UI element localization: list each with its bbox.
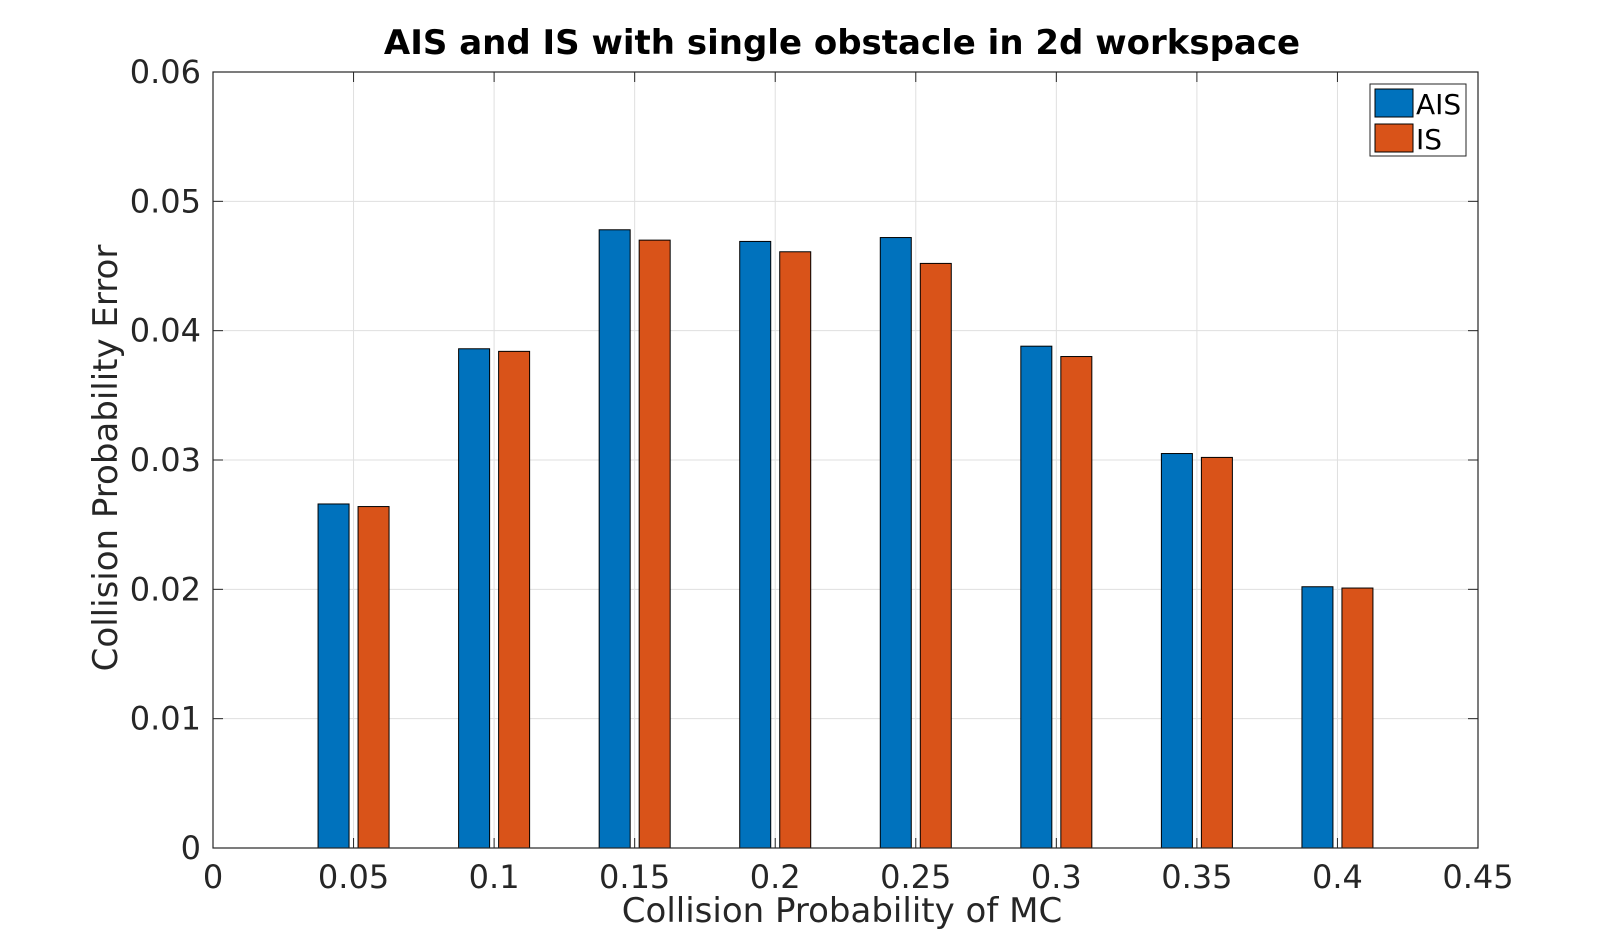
y-tick-label: 0.06 (130, 53, 201, 91)
bar-is (498, 350, 531, 849)
y-axis-label: Collision Probability Error (86, 245, 126, 672)
bars (317, 229, 1374, 849)
bar-ais (458, 348, 491, 849)
y-tick-label: 0 (181, 829, 201, 867)
bar-ais (1160, 453, 1193, 849)
legend-swatch-ais (1374, 88, 1414, 118)
x-tick-label: 0.3 (1031, 858, 1082, 896)
bar-ais (879, 237, 912, 849)
bar-is (638, 239, 671, 849)
y-tick-label: 0.02 (130, 570, 201, 608)
x-axis-label: Collision Probability of MC (622, 891, 1062, 931)
chart-title: AIS and IS with single obstacle in 2d wo… (384, 23, 1300, 63)
y-tick-label: 0.01 (130, 700, 201, 738)
bar-is (357, 506, 390, 849)
bar-ais (598, 229, 631, 849)
legend-label-is: IS (1416, 123, 1442, 156)
x-tick-label: 0.1 (469, 858, 520, 896)
y-tick-label: 0.05 (130, 182, 201, 220)
bar-is (779, 251, 812, 849)
x-tick-label: 0.45 (1442, 858, 1513, 896)
bar-ais (1020, 345, 1053, 849)
x-tick-label: 0.4 (1312, 858, 1363, 896)
x-tick-label: 0 (203, 858, 223, 896)
y-tick-label: 0.03 (130, 441, 201, 479)
legend-label-ais: AIS (1416, 88, 1461, 121)
y-tick-label: 0.04 (130, 312, 201, 350)
bar-ais (739, 240, 772, 849)
bar-is (1341, 587, 1374, 849)
bar-is (1200, 456, 1233, 849)
bar-ais (317, 503, 350, 849)
axes (212, 71, 1479, 849)
bar-ais (1301, 586, 1334, 849)
plot-area-border (212, 71, 1479, 849)
x-tick-label: 0.25 (880, 858, 951, 896)
x-tick-label: 0.15 (599, 858, 670, 896)
x-tick-label: 0.05 (318, 858, 389, 896)
bar-is (919, 262, 952, 849)
tick-labels: 0 0.05 0.1 0.15 0.2 0.25 0.3 0.35 0.4 0.45 0 0.01 0.… (130, 53, 1514, 896)
bar-is (1060, 356, 1093, 849)
x-tick-label: 0.35 (1161, 858, 1232, 896)
legend-swatch-is (1374, 123, 1414, 153)
x-tick-label: 0.2 (750, 858, 801, 896)
